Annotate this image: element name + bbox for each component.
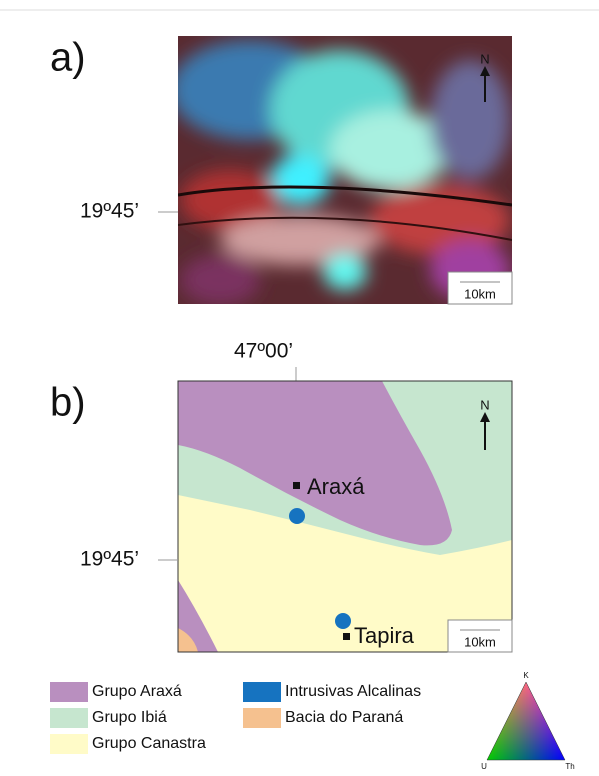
legend-swatch [50,708,88,728]
lat-label: 19º45’ [80,548,139,571]
legend-label: Grupo Canastra [92,735,206,752]
legend-label: Grupo Araxá [92,683,182,700]
satellite-image [170,36,512,305]
lon-label: 47º00’ [234,340,293,363]
scale-label: 10km [464,634,496,649]
lat-label: 19º45’ [80,200,139,223]
north-label: N [480,51,489,66]
ternary-label: K [523,671,529,680]
legend-swatch [243,708,281,728]
ternary-overlay [487,682,565,760]
legend-label: Intrusivas Alcalinas [285,683,421,700]
geologic-map [178,381,512,652]
legend-swatch [50,682,88,702]
intrusion [289,508,305,524]
place-label: Tapira [354,623,415,648]
legend-label: Grupo Ibiá [92,709,167,726]
ternary-label: Th [565,762,574,771]
panel-label: b) [50,381,86,425]
legend-swatch [243,682,281,702]
legend-label: Bacia do Paraná [285,709,403,726]
place-label: Araxá [307,474,365,499]
ternary-label: U [481,762,487,771]
figure: a) 19º45’ N 10km 47º00’ b) [0,0,599,776]
town-marker [293,482,300,489]
legend-swatch [50,734,88,754]
north-label: N [480,397,489,412]
intrusion [335,613,351,629]
panel-label: a) [50,36,86,80]
scale-label: 10km [464,286,496,301]
town-marker [343,633,350,640]
